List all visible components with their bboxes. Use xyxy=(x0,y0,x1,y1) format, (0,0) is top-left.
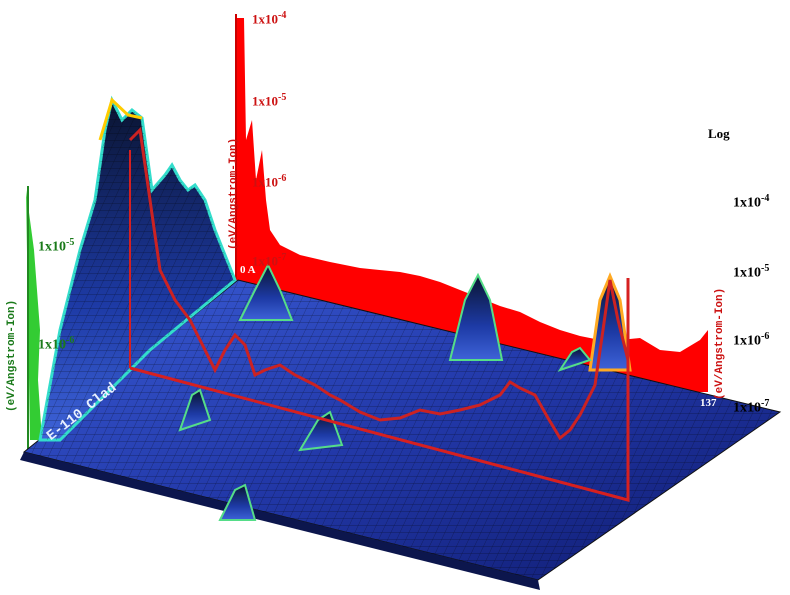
surface-peak-1 xyxy=(238,262,294,321)
back-tick: 1x10-4 xyxy=(252,10,287,27)
back-profile-red xyxy=(236,18,708,392)
back-axis-start: 0 A xyxy=(240,264,256,276)
right-axis-title: Log xyxy=(708,126,730,141)
surface-peak-5 xyxy=(178,388,212,432)
back-tick: 1x10-7 xyxy=(252,252,287,269)
right-tick: 1x10-5 xyxy=(733,263,770,281)
cut-profile xyxy=(128,126,630,441)
left-profile-green xyxy=(26,190,42,440)
surface-peak-4 xyxy=(557,346,592,372)
left-tick: 1x10-6 xyxy=(38,335,75,353)
right-tick: 1x10-4 xyxy=(733,193,770,211)
back-tick: 1x10-5 xyxy=(252,92,287,109)
right-axis-label: (eV/Angstrom-Ion) xyxy=(714,287,726,400)
left-tick: 1x10-5 xyxy=(38,237,75,255)
back-axis-end: 137 xyxy=(700,397,717,409)
back-axis-label: (eV/Angstrom-Ion) xyxy=(228,137,240,250)
back-tick: 1x10-6 xyxy=(252,173,287,190)
left-axis-label: (eV/Angstrom-Ion) xyxy=(6,299,18,412)
surface-peak-7 xyxy=(218,483,257,521)
right-tick: 1x10-7 xyxy=(733,398,770,416)
surface-peak-2 xyxy=(448,272,504,361)
cut-line xyxy=(129,278,630,502)
right-tick: 1x10-6 xyxy=(733,331,770,349)
